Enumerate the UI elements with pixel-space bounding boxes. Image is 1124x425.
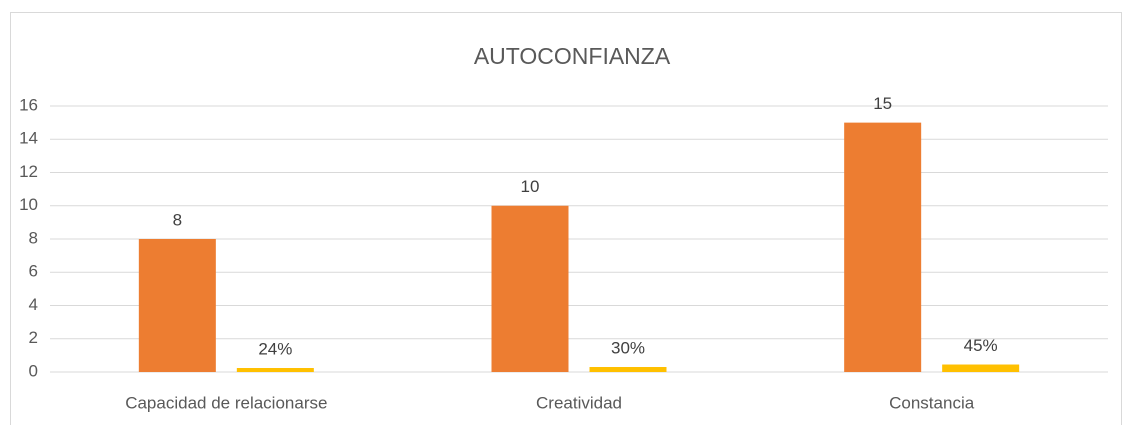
chart-frame	[10, 12, 1122, 425]
data-label: 45%	[964, 336, 998, 355]
x-tick-label: Constancia	[889, 393, 975, 412]
y-tick-label: 12	[19, 162, 38, 181]
y-tick-label: 6	[29, 262, 38, 281]
y-tick-label: 16	[19, 95, 38, 114]
bar	[589, 367, 667, 372]
x-tick-label: Capacidad de relacionarse	[125, 393, 327, 412]
data-label: 24%	[258, 339, 292, 358]
bar	[236, 368, 314, 372]
y-tick-label: 4	[29, 295, 38, 314]
chart-title: AUTOCONFIANZA	[474, 43, 671, 69]
y-tick-label: 14	[19, 129, 38, 148]
bar	[138, 239, 216, 372]
data-label: 30%	[611, 338, 645, 357]
bar	[844, 122, 922, 372]
data-label: 10	[521, 177, 540, 196]
bar	[491, 205, 569, 372]
x-tick-label: Creatividad	[536, 393, 622, 412]
y-tick-label: 2	[29, 328, 38, 347]
data-label: 15	[873, 94, 892, 113]
y-tick-label: 10	[19, 195, 38, 214]
y-tick-label: 8	[29, 228, 38, 247]
bar	[942, 364, 1020, 372]
y-tick-label: 0	[29, 361, 38, 380]
data-label: 8	[173, 210, 182, 229]
